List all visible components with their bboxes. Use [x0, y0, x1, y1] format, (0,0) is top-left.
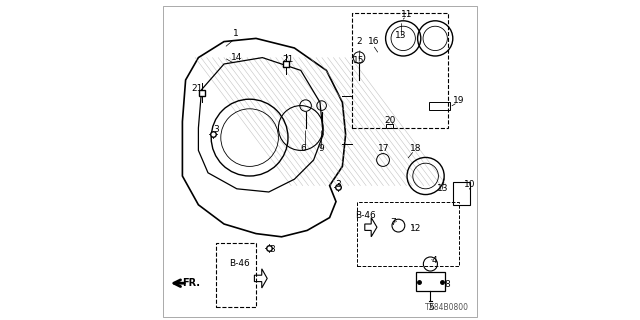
Text: 21: 21 [282, 55, 294, 64]
Text: 17: 17 [378, 144, 389, 153]
Text: 18: 18 [410, 144, 422, 153]
Bar [357, 202, 460, 266]
Text: 7: 7 [390, 218, 396, 227]
Text: 20: 20 [384, 116, 396, 124]
Text: 12: 12 [410, 224, 421, 233]
Text: B-46: B-46 [355, 212, 376, 220]
Text: 4: 4 [432, 256, 437, 265]
Bar [453, 182, 470, 205]
Text: 21: 21 [191, 84, 202, 92]
Text: TX84B0800: TX84B0800 [425, 303, 468, 312]
Bar [216, 243, 256, 307]
Text: 2: 2 [356, 37, 362, 46]
Text: 11: 11 [401, 10, 413, 19]
Bar [352, 13, 448, 128]
Text: 15: 15 [353, 56, 365, 65]
Bar [386, 124, 393, 128]
Text: 19: 19 [452, 96, 464, 105]
Text: 3: 3 [269, 245, 275, 254]
Text: 16: 16 [368, 37, 380, 46]
Text: 6: 6 [301, 144, 306, 153]
Text: B-46: B-46 [229, 260, 250, 268]
Text: 13: 13 [436, 184, 448, 193]
Bar [416, 272, 445, 291]
Text: FR.: FR. [182, 277, 200, 288]
Text: 3: 3 [336, 180, 341, 188]
Text: 14: 14 [230, 53, 242, 62]
Text: 10: 10 [464, 180, 475, 188]
Text: 13: 13 [395, 31, 406, 40]
Bar [429, 102, 450, 110]
Text: 5: 5 [429, 303, 434, 312]
Text: 9: 9 [319, 144, 324, 153]
Text: 8: 8 [445, 280, 450, 289]
Text: 1: 1 [234, 29, 239, 38]
Text: 3: 3 [213, 125, 219, 134]
